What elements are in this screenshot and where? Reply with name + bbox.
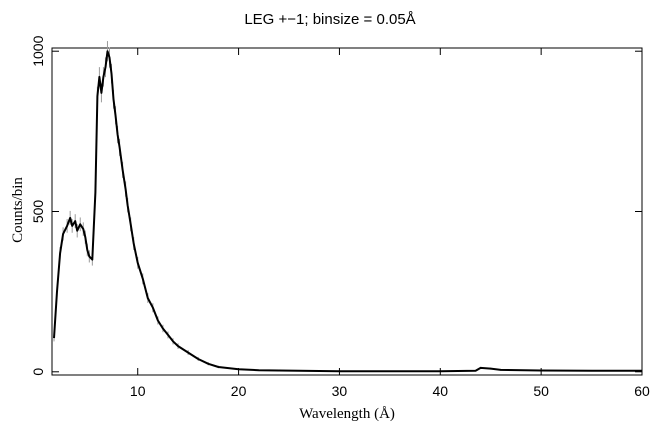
x-axis-label: Wavelength (Å) [299,406,395,422]
x-tick-label: 30 [332,383,348,399]
error-bars [53,41,643,372]
y-tick-label: 0 [30,368,46,376]
x-tick-label: 50 [533,383,549,399]
x-tick-label: 40 [433,383,449,399]
series-line [53,50,642,373]
y-axis-ticks: 0 500 1000 [30,35,642,376]
x-tick-label: 60 [634,383,650,399]
x-tick-label: 20 [231,383,247,399]
y-axis-label: Counts/bin [10,177,26,243]
x-axis-ticks: 10 20 30 40 50 60 [130,48,650,399]
plot-frame [51,47,643,376]
y-tick-label: 500 [30,200,46,224]
y-tick-label: 1000 [30,35,46,66]
x-tick-label: 10 [130,383,146,399]
chart-title: LEG +−1; binsize = 0.05Å [244,11,415,28]
